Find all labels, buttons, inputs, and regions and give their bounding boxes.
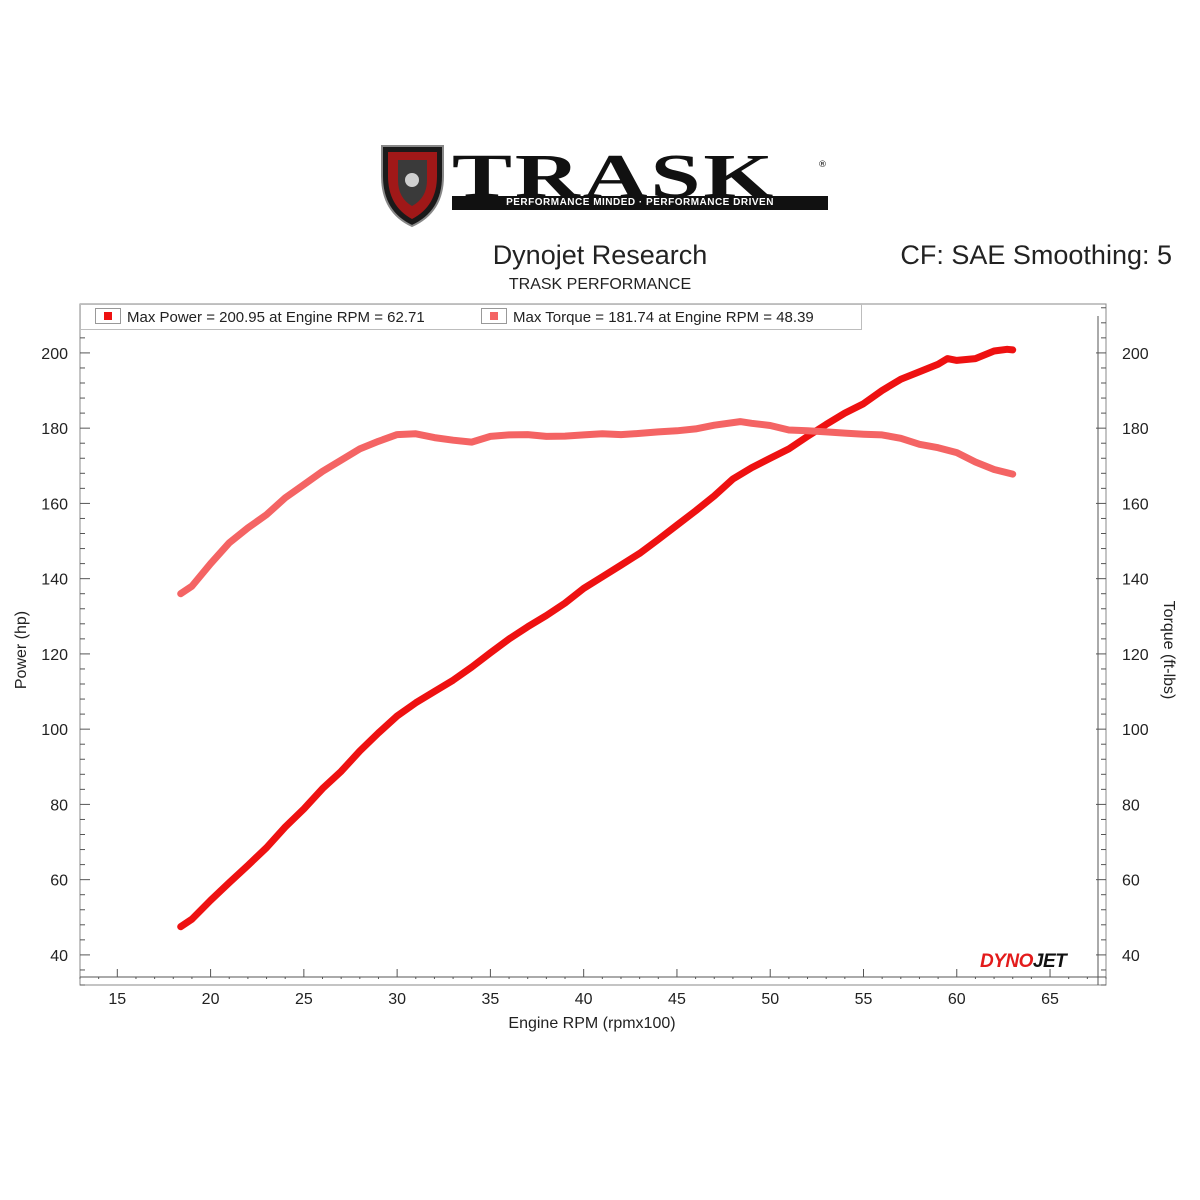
x-tick-label: 65 [1041,991,1059,1008]
y2-tick-label: 40 [1122,948,1140,965]
power-curve [177,345,1017,931]
legend-label-power: Max Power = 200.95 at Engine RPM = 62.71 [127,309,425,326]
chart-title: Dynojet Research [492,240,708,270]
dynojet-watermark: DYNOJET [980,951,1067,972]
y-tick-label: 160 [41,496,68,513]
correction-factor-label: CF: SAE Smoothing: 5 [900,240,1172,270]
x-tick-label: 45 [668,991,686,1008]
x-tick-label: 20 [202,991,220,1008]
y2-tick-label: 120 [1122,647,1149,664]
y-tick-label: 80 [50,797,68,814]
x-tick-label: 25 [295,991,313,1008]
legend-swatch-power [95,308,121,324]
y2-tick-label: 200 [1122,346,1149,363]
series-lines [177,345,1017,931]
x-tick-label: 55 [855,991,873,1008]
y-tick-label: 100 [41,722,68,739]
x-tick-label: 35 [482,991,500,1008]
x-tick-label: 30 [388,991,406,1008]
y-axis-label: Power (hp) [13,611,30,689]
legend-item-power: Max Power = 200.95 at Engine RPM = 62.71 [95,308,425,326]
x-tick-label: 60 [948,991,966,1008]
trask-logo-emblem [381,145,444,228]
x-tick-label: 15 [108,991,126,1008]
y-tick-label: 40 [50,948,68,965]
watermark-part1: DYNO [980,951,1033,972]
y2-tick-label: 140 [1122,572,1149,589]
y2-tick-label: 160 [1122,496,1149,513]
y2-axis-label: Torque (ft-lbs) [1160,601,1177,700]
torque-curve [177,418,1017,598]
y2-tick-label: 80 [1122,797,1140,814]
x-axis-label: Engine RPM (rpmx100) [508,1015,675,1032]
y-tick-label: 200 [41,346,68,363]
axes [79,303,1107,986]
y-tick-label: 60 [50,873,68,890]
legend-swatch-torque [481,308,507,324]
legend: Max Power = 200.95 at Engine RPM = 62.71… [80,304,862,330]
y2-tick-label: 60 [1122,873,1140,890]
y-tick-label: 120 [41,647,68,664]
brand-tagline: PERFORMANCE MINDED · PERFORMANCE DRIVEN [452,196,828,210]
legend-label-torque: Max Torque = 181.74 at Engine RPM = 48.3… [513,309,814,326]
y2-tick-label: 100 [1122,722,1149,739]
tick-labels: 15 20 25 30 35 40 45 50 55 60 65 40 60 80 100 120 140 160… [41,346,1149,1008]
trademark-symbol: ® [818,160,827,170]
y2-tick-label: 180 [1122,421,1149,438]
y-tick-label: 180 [41,421,68,438]
x-tick-label: 50 [761,991,779,1008]
watermark-part2: JET [1032,951,1067,972]
chart-subtitle: TRASK PERFORMANCE [508,276,692,293]
legend-item-torque: Max Torque = 181.74 at Engine RPM = 48.3… [481,308,814,326]
plot-frame [79,303,1107,986]
x-tick-label: 40 [575,991,593,1008]
y-tick-label: 140 [41,572,68,589]
